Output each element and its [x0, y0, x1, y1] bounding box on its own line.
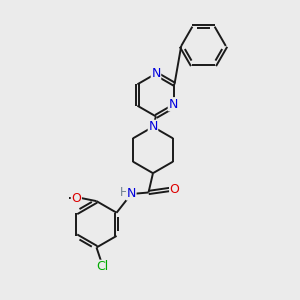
Text: O: O [170, 183, 180, 196]
Text: H: H [120, 186, 129, 199]
Text: O: O [71, 192, 81, 205]
Text: N: N [148, 120, 158, 133]
Text: N: N [151, 67, 160, 80]
Text: N: N [127, 187, 136, 200]
Text: N: N [168, 98, 178, 111]
Text: Cl: Cl [96, 260, 109, 273]
